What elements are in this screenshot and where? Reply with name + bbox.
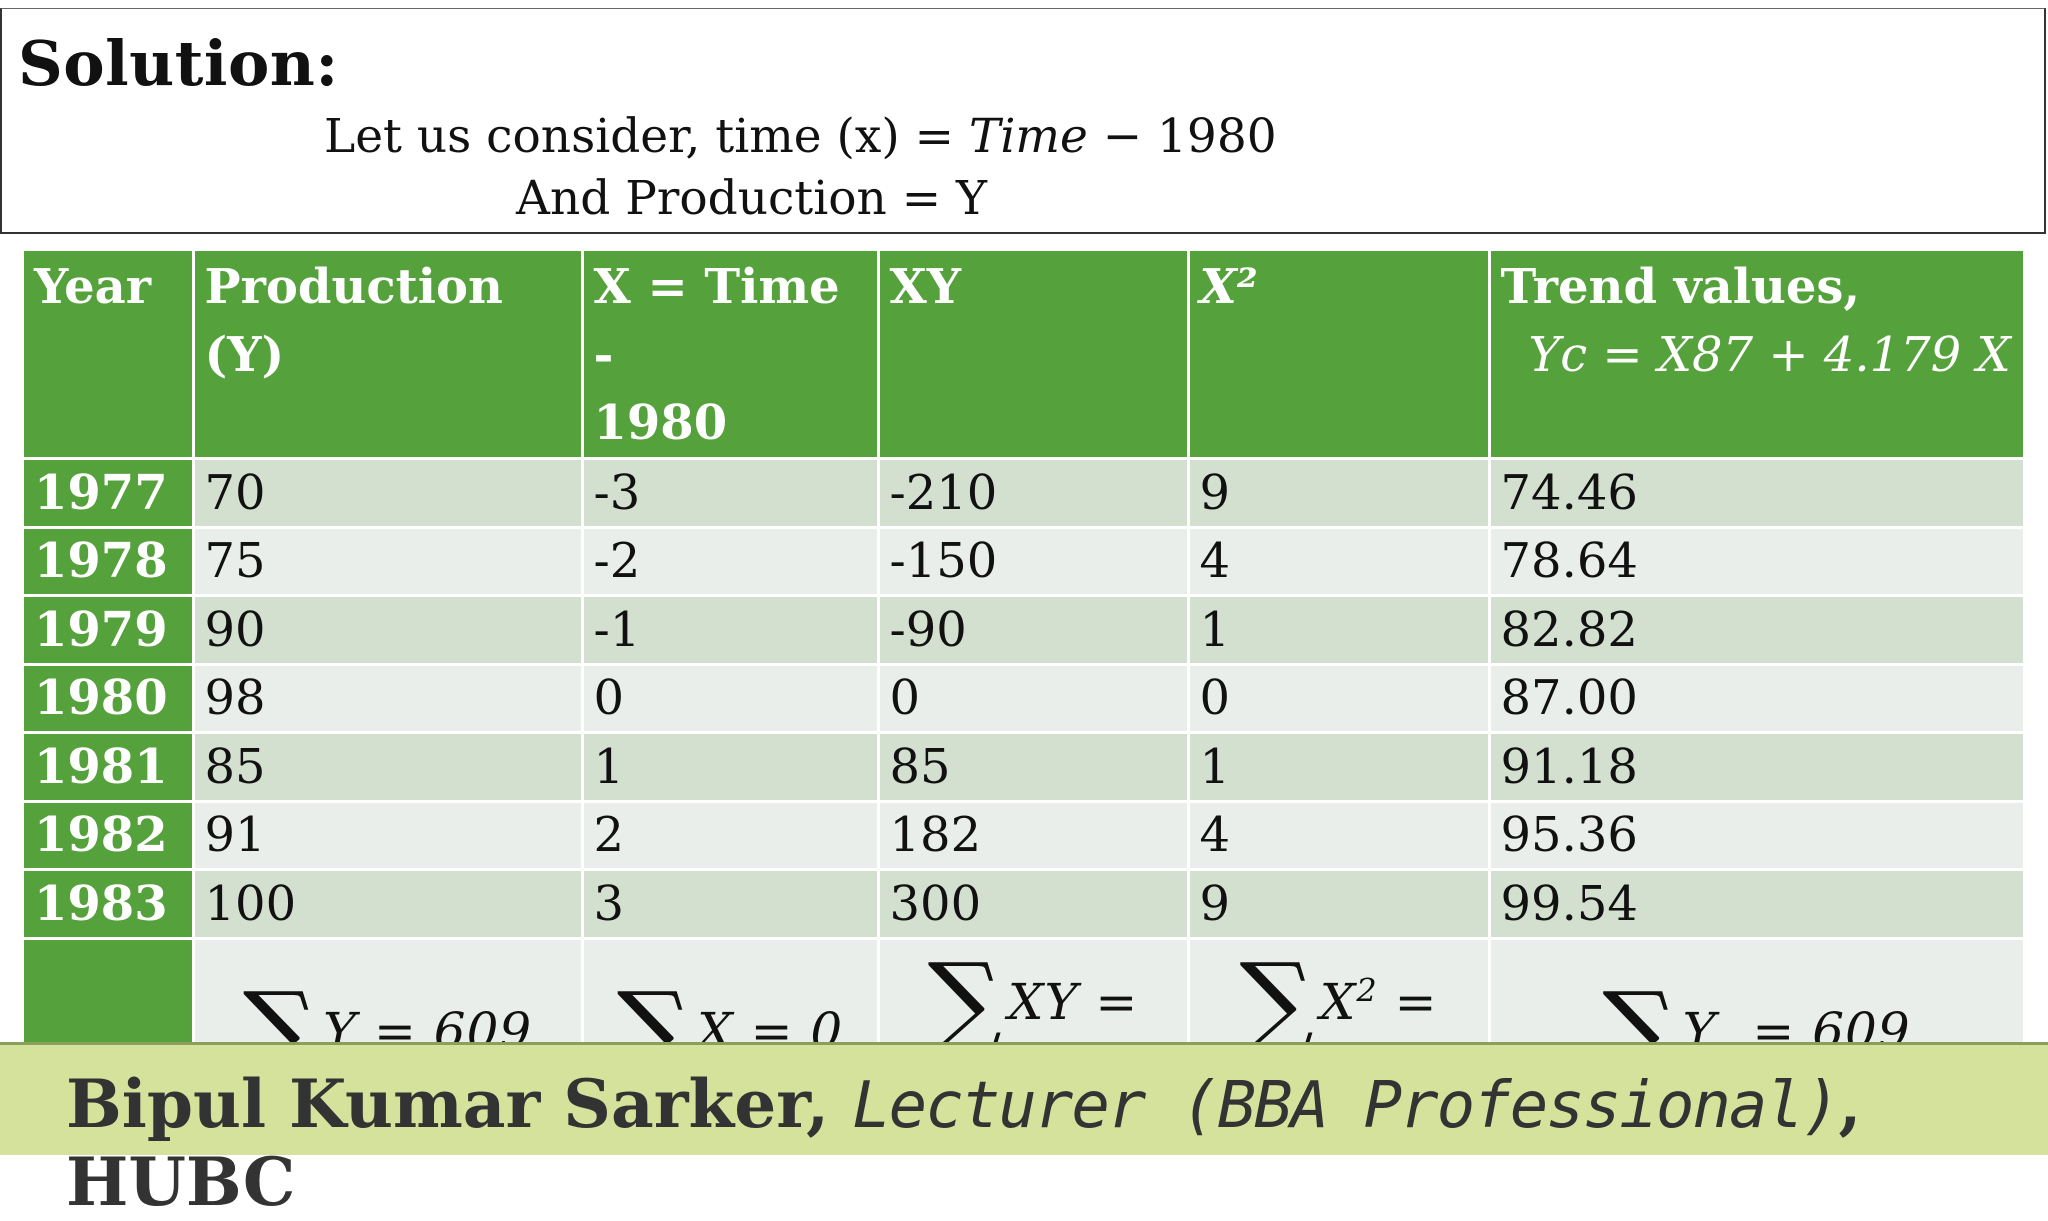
- cell-x-squared: 1: [1188, 595, 1491, 666]
- table-row: 1980 98 0 0 0 87.00: [24, 664, 2026, 734]
- cell-xy: 0: [878, 664, 1190, 734]
- cell-trend: 95.36: [1489, 801, 2026, 871]
- cell-x-squared: 9: [1188, 458, 1491, 529]
- header-production: Production (Y): [193, 251, 584, 460]
- time-definition-var: Time: [969, 109, 1088, 164]
- table-row: 1979 90 -1 -90 1 82.82: [24, 595, 2026, 666]
- cell-x-squared: 1: [1188, 732, 1491, 803]
- cell-year: 1983: [24, 869, 195, 940]
- cell-x: 1: [582, 732, 880, 803]
- cell-xy: -210: [878, 458, 1190, 529]
- time-definition: Let us consider, time (x) = Time − 1980: [324, 109, 1277, 164]
- cell-x: 0: [582, 664, 880, 734]
- sigma-symbol: ∑: [927, 939, 1002, 1062]
- header-trend-line1: Trend values,: [1500, 259, 1861, 315]
- cell-production: 98: [193, 664, 584, 734]
- table-row: 1977 70 -3 -210 9 74.46: [24, 458, 2026, 529]
- solution-box: Solution: Let us consider, time (x) = Ti…: [0, 8, 2046, 234]
- cell-production: 100: [193, 869, 584, 940]
- cell-x: 3: [582, 869, 880, 940]
- cell-xy: -90: [878, 595, 1190, 666]
- cell-year: 1977: [24, 458, 195, 529]
- sum-x2-base: X: [1319, 972, 1357, 1031]
- cell-x-squared: 0: [1188, 664, 1491, 734]
- header-trend: Trend values, Yc = X87 + 4.179 X: [1489, 251, 2026, 460]
- cell-xy: 182: [878, 801, 1190, 871]
- cell-x-squared: 4: [1188, 527, 1491, 597]
- cell-trend: 87.00: [1489, 664, 2026, 734]
- cell-xy: 300: [878, 869, 1190, 940]
- header-x: X = Time - 1980: [582, 251, 880, 460]
- cell-x: -2: [582, 527, 880, 597]
- header-x-line2: 1980: [593, 395, 728, 451]
- cell-trend: 78.64: [1489, 527, 2026, 597]
- cell-x: 2: [582, 801, 880, 871]
- cell-x: -1: [582, 595, 880, 666]
- cell-xy: 85: [878, 732, 1190, 803]
- time-definition-suffix: − 1980: [1087, 109, 1277, 164]
- cell-trend: 74.46: [1489, 458, 2026, 529]
- author-role: Lecturer (BBA Professional): [852, 1069, 1840, 1143]
- cell-x: -3: [582, 458, 880, 529]
- time-definition-prefix: Let us consider, time (x) =: [324, 109, 969, 164]
- cell-year: 1980: [24, 664, 195, 734]
- cell-production: 90: [193, 595, 584, 666]
- sigma-symbol: ∑: [1239, 939, 1314, 1062]
- header-x-line1: X = Time -: [593, 259, 840, 383]
- cell-production: 91: [193, 801, 584, 871]
- cell-xy: -150: [878, 527, 1190, 597]
- cell-trend: 91.18: [1489, 732, 2026, 803]
- cell-production: 85: [193, 732, 584, 803]
- solution-heading: Solution:: [18, 27, 339, 100]
- cell-year: 1979: [24, 595, 195, 666]
- cell-x-squared: 4: [1188, 801, 1491, 871]
- cell-production: 75: [193, 527, 584, 597]
- trend-table: Year Production (Y) X = Time - 1980 XY X…: [24, 251, 2026, 1123]
- table-header-row: Year Production (Y) X = Time - 1980 XY X…: [24, 251, 2026, 460]
- cell-trend: 99.54: [1489, 869, 2026, 940]
- cell-x-squared: 9: [1188, 869, 1491, 940]
- cell-production: 70: [193, 458, 584, 529]
- cell-year: 1978: [24, 527, 195, 597]
- table-row: 1982 91 2 182 4 95.36: [24, 801, 2026, 871]
- production-definition: And Production = Y: [516, 171, 988, 226]
- author-name: Bipul Kumar Sarker,: [66, 1065, 853, 1143]
- author-credit: Bipul Kumar Sarker, Lecturer (BBA Profes…: [66, 1065, 2048, 1221]
- cell-year: 1981: [24, 732, 195, 803]
- cell-trend: 82.82: [1489, 595, 2026, 666]
- header-year: Year: [24, 251, 195, 460]
- table-row: 1978 75 -2 -150 4 78.64: [24, 527, 2026, 597]
- table-row: 1981 85 1 85 1 91.18: [24, 732, 2026, 803]
- cell-year: 1982: [24, 801, 195, 871]
- footer-banner: Bipul Kumar Sarker, Lecturer (BBA Profes…: [0, 1042, 2048, 1221]
- table-row: 1983 100 3 300 9 99.54: [24, 869, 2026, 940]
- header-x-squared: X²: [1188, 251, 1491, 460]
- header-trend-formula: Yc = X87 + 4.179 X: [1528, 327, 2011, 383]
- header-xy: XY: [878, 251, 1190, 460]
